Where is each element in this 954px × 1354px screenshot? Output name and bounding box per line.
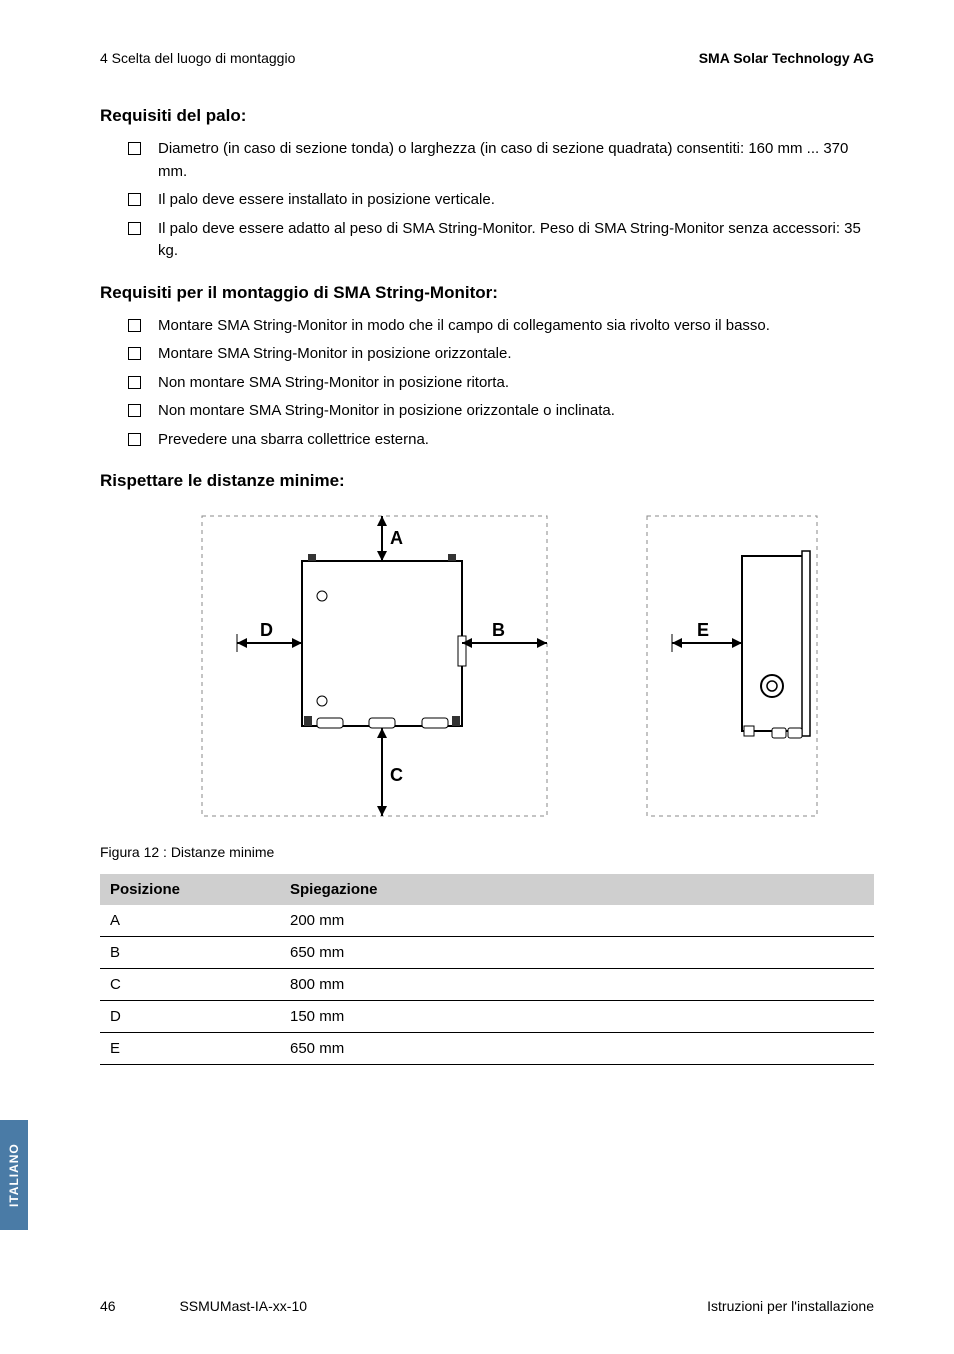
checklist-montaggio: Montare SMA String-Monitor in modo che i…	[100, 315, 874, 452]
th-spiegazione: Spiegazione	[280, 874, 874, 905]
table-header-row: Posizione Spiegazione	[100, 874, 874, 905]
cell-val: 200 mm	[280, 905, 874, 937]
section-title-distanze: Rispettare le distanze minime:	[100, 471, 874, 491]
cell-val: 650 mm	[280, 1033, 874, 1065]
list-item: Montare SMA String-Monitor in modo che i…	[100, 315, 874, 338]
list-item-text: Il palo deve essere installato in posizi…	[158, 191, 495, 208]
doc-id: SSMUMast-IA-xx-10	[179, 1298, 307, 1314]
cell-pos: A	[100, 905, 280, 937]
page-number: 46	[100, 1298, 176, 1314]
checkbox-icon	[128, 376, 141, 389]
cell-val: 650 mm	[280, 937, 874, 969]
list-item-text: Diametro (in caso di sezione tonda) o la…	[158, 140, 848, 180]
checklist-palo: Diametro (in caso di sezione tonda) o la…	[100, 138, 874, 263]
header-company: SMA Solar Technology AG	[699, 50, 874, 66]
cell-val: 800 mm	[280, 969, 874, 1001]
cell-pos: D	[100, 1001, 280, 1033]
list-item-text: Montare SMA String-Monitor in modo che i…	[158, 317, 770, 334]
section-title-palo: Requisiti del palo:	[100, 106, 874, 126]
header-section-num: 4 Scelta del luogo di montaggio	[100, 50, 295, 66]
table-row: D150 mm	[100, 1001, 874, 1033]
table-row: E650 mm	[100, 1033, 874, 1065]
list-item: Diametro (in caso di sezione tonda) o la…	[100, 138, 874, 183]
page-header: 4 Scelta del luogo di montaggio SMA Sola…	[100, 50, 874, 66]
label-b: B	[492, 620, 505, 640]
footer-right: Istruzioni per l'installazione	[707, 1298, 874, 1314]
list-item-text: Non montare SMA String-Monitor in posizi…	[158, 374, 509, 391]
label-d: D	[260, 620, 273, 640]
distances-table: Posizione Spiegazione A200 mm B650 mm C8…	[100, 874, 874, 1065]
footer-left: 46 SSMUMast-IA-xx-10	[100, 1298, 307, 1314]
checkbox-icon	[128, 433, 141, 446]
list-item: Montare SMA String-Monitor in posizione …	[100, 343, 874, 366]
figure-container: A D B C E	[100, 506, 874, 826]
list-item-text: Montare SMA String-Monitor in posizione …	[158, 345, 512, 362]
list-item: Il palo deve essere installato in posizi…	[100, 189, 874, 212]
list-item: Prevedere una sbarra collettrice esterna…	[100, 429, 874, 452]
table-row: A200 mm	[100, 905, 874, 937]
figure-caption: Figura 12 : Distanze minime	[100, 844, 874, 860]
list-item-text: Il palo deve essere adatto al peso di SM…	[158, 220, 861, 260]
list-item: Non montare SMA String-Monitor in posizi…	[100, 400, 874, 423]
cell-pos: B	[100, 937, 280, 969]
cell-pos: C	[100, 969, 280, 1001]
checkbox-icon	[128, 142, 141, 155]
cell-val: 150 mm	[280, 1001, 874, 1033]
list-item-text: Non montare SMA String-Monitor in posizi…	[158, 402, 615, 419]
front-diagram: A D B C	[182, 506, 562, 826]
table-row: C800 mm	[100, 969, 874, 1001]
cell-pos: E	[100, 1033, 280, 1065]
section-title-montaggio: Requisiti per il montaggio di SMA String…	[100, 283, 874, 303]
checkbox-icon	[128, 347, 141, 360]
list-item: Il palo deve essere adatto al peso di SM…	[100, 218, 874, 263]
label-a: A	[390, 528, 403, 548]
table-row: B650 mm	[100, 937, 874, 969]
label-e: E	[697, 620, 709, 640]
side-diagram: E	[632, 506, 832, 826]
label-c: C	[390, 765, 403, 785]
page-footer: 46 SSMUMast-IA-xx-10 Istruzioni per l'in…	[100, 1298, 874, 1314]
checkbox-icon	[128, 319, 141, 332]
list-item-text: Prevedere una sbarra collettrice esterna…	[158, 431, 429, 448]
th-posizione: Posizione	[100, 874, 280, 905]
checkbox-icon	[128, 404, 141, 417]
checkbox-icon	[128, 222, 141, 235]
list-item: Non montare SMA String-Monitor in posizi…	[100, 372, 874, 395]
checkbox-icon	[128, 193, 141, 206]
language-tab: ITALIANO	[0, 1120, 28, 1230]
